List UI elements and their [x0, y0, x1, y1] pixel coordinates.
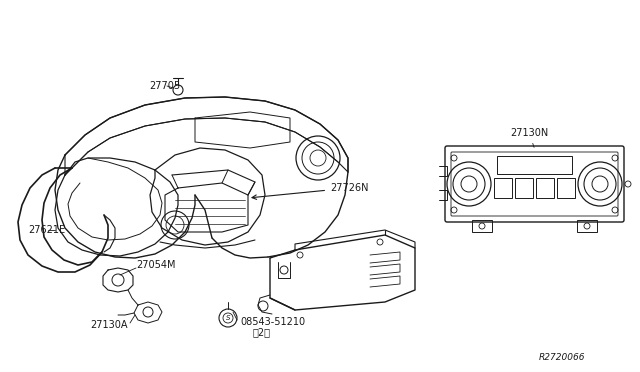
Bar	[494, 178, 512, 198]
Bar	[497, 156, 572, 174]
Bar	[577, 220, 597, 232]
Text: 27054M: 27054M	[136, 260, 175, 270]
Bar	[557, 178, 575, 198]
Bar	[536, 178, 554, 198]
Text: 27705: 27705	[149, 81, 180, 91]
Text: S: S	[226, 315, 230, 321]
Bar	[472, 220, 492, 232]
Text: 27130A: 27130A	[90, 320, 127, 330]
Text: 27726N: 27726N	[252, 183, 369, 199]
Bar	[515, 178, 533, 198]
Text: R2720066: R2720066	[538, 353, 585, 362]
Text: 08543-51210: 08543-51210	[240, 317, 305, 327]
Text: 27130N: 27130N	[510, 128, 548, 147]
Text: （2）: （2）	[253, 327, 271, 337]
Text: 27621E: 27621E	[28, 225, 65, 235]
